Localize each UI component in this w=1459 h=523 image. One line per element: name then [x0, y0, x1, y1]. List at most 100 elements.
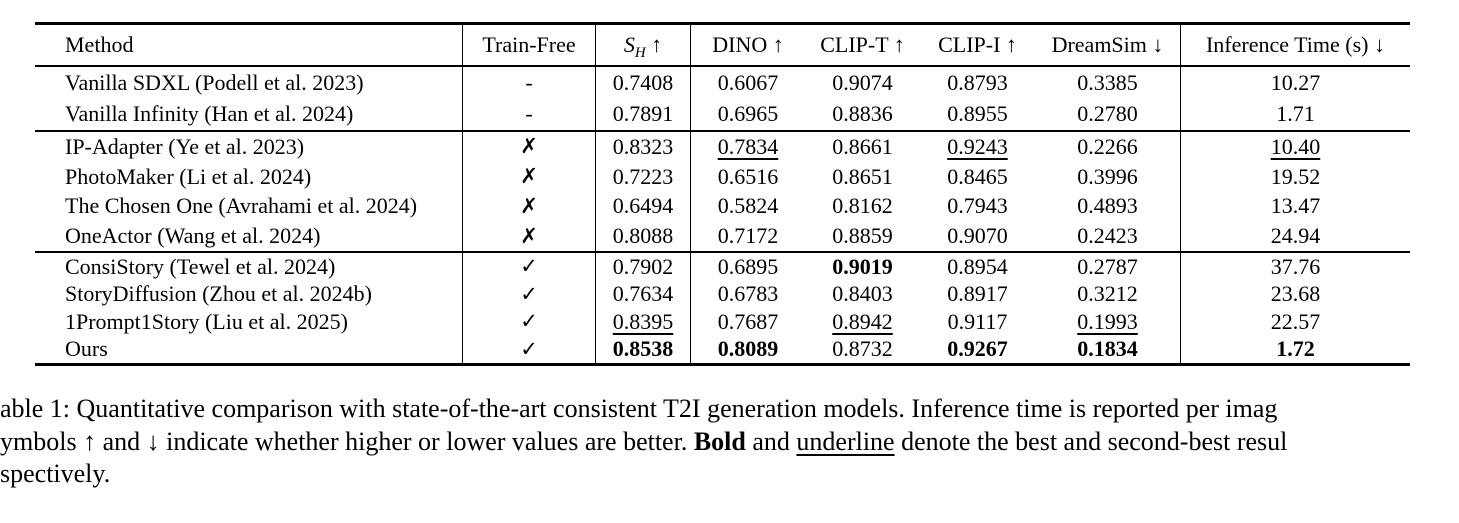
metric-value: 0.6783 — [717, 281, 779, 307]
metric-value: 0.9117 — [947, 308, 1008, 334]
metric-cell-dino: 0.6783 — [690, 280, 805, 308]
metric-value: 0.6895 — [717, 253, 779, 279]
metric-value: 0.3996 — [1077, 163, 1138, 189]
metric-cell-clip-t: 0.8859 — [805, 221, 920, 251]
metric-value: 0.7902 — [612, 253, 674, 279]
method-name: IP-Adapter (Ye et al. 2023) — [65, 133, 305, 159]
metric-cell-inference-time: 1.71 — [1180, 98, 1410, 130]
table-midrule-2 — [35, 251, 1410, 253]
metric-cell-s-h: 0.8395 — [595, 308, 690, 336]
metric-cell-inference-time: 37.76 — [1180, 253, 1410, 281]
metric-cell-inference-time: 19.52 — [1180, 161, 1410, 192]
metric-cell-s-h: 0.7902 — [595, 253, 690, 281]
table-bottom-rule — [35, 363, 1410, 366]
table-row: Vanilla SDXL (Podell et al. 2023) - 0.7408… — [35, 67, 1410, 99]
metric-value: 0.9267 — [947, 336, 1008, 362]
metric-value: 24.94 — [1270, 223, 1321, 249]
metric-value: 23.68 — [1270, 281, 1321, 307]
metric-value: 0.8732 — [832, 336, 893, 362]
metric-value: 0.8859 — [832, 223, 893, 249]
column-header-dino: DINO ↑ — [690, 25, 805, 65]
metric-cell-dreamsim: 0.2423 — [1035, 221, 1180, 251]
metric-cell-clip-i: 0.8465 — [920, 162, 1035, 192]
cross-icon: ✗ — [520, 134, 538, 159]
metric-cell-clip-t: 0.8942 — [805, 308, 920, 336]
metric-value: 0.6965 — [717, 101, 779, 127]
metric-value: 0.2787 — [1077, 253, 1138, 279]
table-row: StoryDiffusion (Zhou et al. 2024b) ✓ 0.763… — [35, 280, 1410, 309]
method-name: Ours — [65, 336, 108, 362]
method-name: Vanilla Infinity (Han et al. 2024) — [65, 101, 354, 127]
column-header-clip-t: CLIP-T ↑ — [820, 32, 905, 57]
metric-value: 0.1993 — [1077, 308, 1138, 334]
metric-cell-dino: 0.6965 — [690, 98, 805, 130]
metric-cell-clip-i: 0.9243 — [920, 132, 1035, 162]
method-name: 1Prompt1Story (Liu et al. 2025) — [65, 308, 348, 334]
table-group-train-free: ConsiStory (Tewel et al. 2024) ✓ 0.7902 0.6… — [35, 253, 1410, 363]
column-header-inference-time: Inference Time (s) ↓ — [1180, 25, 1410, 65]
metric-value: 10.40 — [1270, 133, 1321, 159]
metric-value: 0.7223 — [612, 163, 674, 189]
metric-cell-clip-i: 0.7943 — [920, 192, 1035, 222]
metric-cell-dino: 0.5824 — [690, 191, 805, 222]
metric-cell-clip-t: 0.8162 — [805, 192, 920, 222]
metric-cell-dino: 0.7172 — [690, 221, 805, 251]
check-icon: ✓ — [520, 254, 538, 279]
metric-cell-dino: 0.6895 — [690, 253, 805, 281]
metric-value: 0.7834 — [717, 133, 779, 159]
metric-value: 10.27 — [1270, 69, 1321, 95]
metric-cell-dreamsim: 0.1834 — [1035, 336, 1180, 364]
metric-value: 1.72 — [1276, 336, 1315, 362]
metric-value: 0.6067 — [717, 69, 779, 95]
metric-value: 0.1834 — [1077, 336, 1138, 362]
cross-icon: ✗ — [520, 193, 538, 218]
metric-value: 0.2266 — [1077, 133, 1138, 159]
table-row: PhotoMaker (Li et al. 2024) ✗ 0.7223 0.6516… — [35, 161, 1410, 192]
train-free-cell: ✗ — [462, 221, 595, 251]
caption-line-2: ymbols ↑ and ↓ indicate whether higher o… — [0, 426, 1459, 459]
metric-cell-clip-t: 0.8836 — [805, 99, 920, 131]
metric-cell-inference-time: 1.72 — [1180, 335, 1410, 363]
metric-cell-clip-t: 0.8403 — [805, 281, 920, 309]
metric-cell-dreamsim: 0.2780 — [1035, 99, 1180, 131]
metric-value: 0.8538 — [612, 336, 674, 362]
metric-value: 0.8917 — [947, 281, 1008, 307]
metric-cell-clip-i: 0.9117 — [920, 308, 1035, 336]
metric-cell-s-h: 0.8538 — [595, 335, 690, 363]
metric-value: 0.8955 — [947, 101, 1008, 127]
caption-underline-word: underline — [796, 426, 895, 456]
table-caption: able 1: Quantitative comparison with sta… — [0, 393, 1459, 491]
metric-value: 0.8395 — [612, 308, 674, 334]
column-header-dreamsim: DreamSim ↓ — [1051, 32, 1164, 57]
metric-value: 0.8661 — [832, 133, 893, 159]
metric-value: 0.8651 — [832, 163, 893, 189]
metric-value: 0.5824 — [717, 193, 779, 219]
metric-cell-s-h: 0.7634 — [595, 280, 690, 308]
metric-value: 0.6494 — [612, 193, 674, 219]
caption-text: denote the best and second-best resul — [894, 426, 1288, 456]
table-row: 1Prompt1Story (Liu et al. 2025) ✓ 0.8395 0.… — [35, 308, 1410, 336]
table-row: ConsiStory (Tewel et al. 2024) ✓ 0.7902 0.6… — [35, 253, 1410, 281]
metric-cell-clip-i: 0.9070 — [920, 221, 1035, 251]
metric-value: 0.7891 — [612, 101, 674, 127]
metric-cell-dreamsim: 0.3385 — [1035, 67, 1180, 99]
method-name: ConsiStory (Tewel et al. 2024) — [65, 253, 336, 279]
train-free-cell: ✗ — [462, 132, 595, 162]
column-header-clip-i: CLIP-I ↑ — [938, 32, 1017, 57]
metric-cell-dino: 0.6067 — [690, 67, 805, 99]
table-group-not-train-free: IP-Adapter (Ye et al. 2023) ✗ 0.8323 0.7834… — [35, 132, 1410, 251]
metric-value: 0.7172 — [717, 223, 779, 249]
metric-value: 0.8836 — [832, 101, 893, 127]
metric-cell-dreamsim: 0.3212 — [1035, 281, 1180, 309]
metric-cell-clip-i: 0.8917 — [920, 281, 1035, 309]
metric-value: 0.2780 — [1077, 101, 1138, 127]
metric-cell-inference-time: 13.47 — [1180, 191, 1410, 222]
dash-mark: - — [525, 101, 533, 127]
metric-value: 0.8793 — [947, 69, 1008, 95]
train-free-cell: ✓ — [462, 253, 595, 281]
check-icon: ✓ — [520, 336, 538, 361]
column-header-s-h: SH ↑ — [595, 25, 690, 65]
train-free-cell: ✓ — [462, 308, 595, 336]
metric-cell-clip-t: 0.9019 — [805, 253, 920, 281]
metric-value: 19.52 — [1270, 163, 1321, 189]
